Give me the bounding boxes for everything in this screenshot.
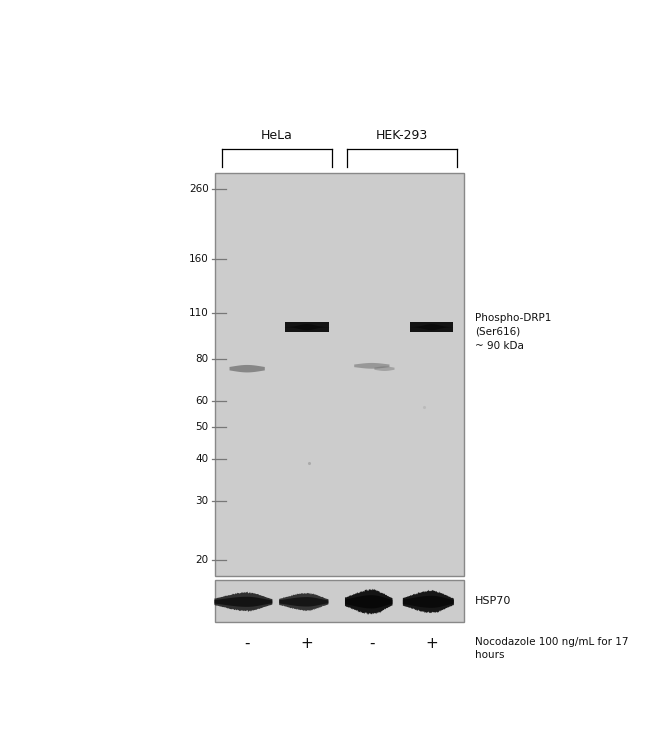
Polygon shape xyxy=(374,366,395,371)
Polygon shape xyxy=(279,593,328,611)
Text: -: - xyxy=(369,636,374,651)
FancyBboxPatch shape xyxy=(214,173,464,576)
Text: +: + xyxy=(301,636,313,651)
Text: 50: 50 xyxy=(196,422,209,433)
Polygon shape xyxy=(285,324,329,330)
Polygon shape xyxy=(214,592,272,612)
Text: Nocodazole 100 ng/mL for 17
hours: Nocodazole 100 ng/mL for 17 hours xyxy=(475,637,629,660)
Text: 60: 60 xyxy=(196,396,209,406)
Text: 260: 260 xyxy=(189,185,209,194)
Text: 20: 20 xyxy=(196,554,209,565)
Polygon shape xyxy=(410,324,453,330)
Text: 40: 40 xyxy=(196,454,209,465)
Polygon shape xyxy=(410,322,453,332)
Text: HeLa: HeLa xyxy=(261,129,293,142)
Text: HSP70: HSP70 xyxy=(475,596,512,606)
Polygon shape xyxy=(345,595,393,609)
Polygon shape xyxy=(354,363,389,369)
Polygon shape xyxy=(403,589,454,613)
Text: +: + xyxy=(425,636,438,651)
Polygon shape xyxy=(285,322,329,332)
Text: 80: 80 xyxy=(196,354,209,365)
Polygon shape xyxy=(214,597,272,607)
Text: Phospho-DRP1
(Ser616)
~ 90 kDa: Phospho-DRP1 (Ser616) ~ 90 kDa xyxy=(475,312,552,350)
Text: 30: 30 xyxy=(196,496,209,506)
FancyBboxPatch shape xyxy=(214,580,464,622)
Text: HEK-293: HEK-293 xyxy=(376,129,428,142)
Polygon shape xyxy=(345,589,393,615)
Polygon shape xyxy=(279,597,328,607)
Text: -: - xyxy=(244,636,250,651)
Text: 160: 160 xyxy=(189,254,209,264)
Polygon shape xyxy=(403,596,454,608)
Text: 110: 110 xyxy=(189,309,209,318)
Polygon shape xyxy=(229,365,265,373)
